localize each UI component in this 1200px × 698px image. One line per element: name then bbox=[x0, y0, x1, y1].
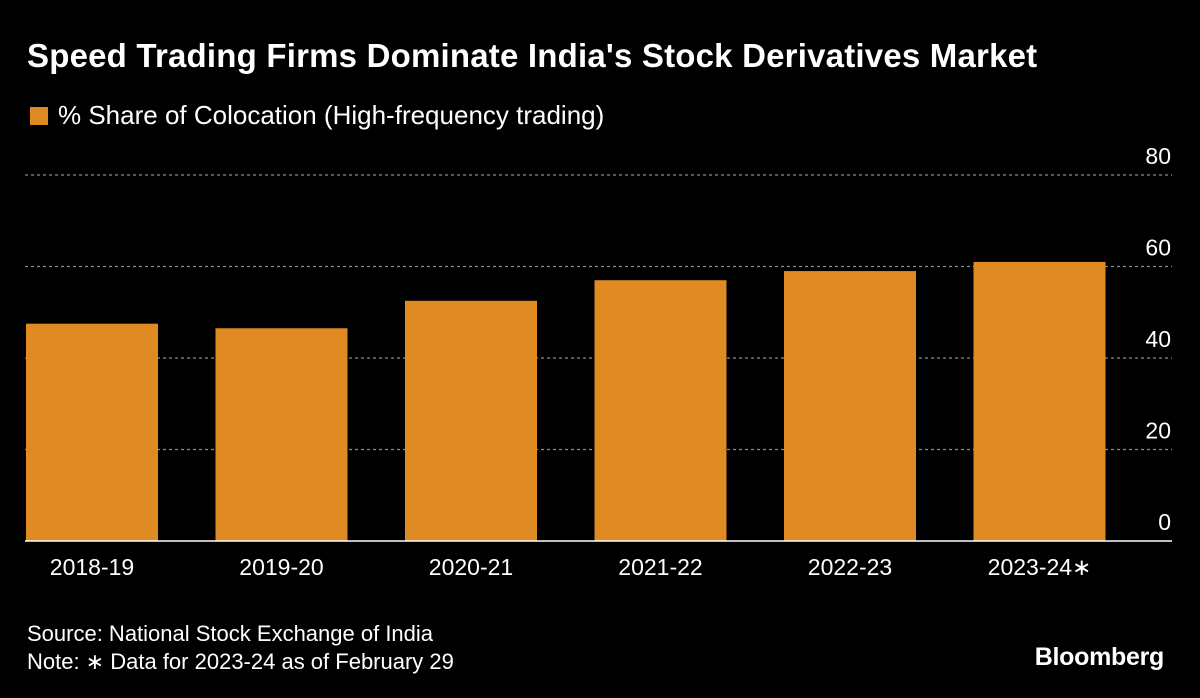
bars bbox=[26, 261, 1106, 541]
y-tick-label: 60 bbox=[1145, 235, 1171, 261]
x-tick-label: 2022-23 bbox=[808, 554, 892, 580]
x-tick-label: 2018-19 bbox=[50, 554, 134, 580]
bar bbox=[784, 271, 916, 541]
x-tick-label: 2020-21 bbox=[429, 554, 513, 580]
chart-title: Speed Trading Firms Dominate India's Sto… bbox=[27, 37, 1038, 74]
y-tick-label: 80 bbox=[1145, 143, 1171, 169]
bar bbox=[405, 300, 537, 541]
footer: Source: National Stock Exchange of India… bbox=[27, 620, 454, 676]
x-tick-label: 2019-20 bbox=[239, 554, 323, 580]
legend-label: % Share of Colocation (High-frequency tr… bbox=[58, 100, 605, 130]
y-tick-label: 20 bbox=[1145, 418, 1171, 444]
axes: 0 20 40 60 80 2018-19 2019-20 2020-21 2021-22 202… bbox=[25, 143, 1172, 580]
legend-swatch bbox=[30, 106, 48, 125]
legend: % Share of Colocation (High-frequency tr… bbox=[30, 100, 604, 131]
x-tick-label: 2023-24∗ bbox=[988, 554, 1092, 580]
y-tick-label: 40 bbox=[1145, 326, 1171, 352]
bar bbox=[973, 261, 1106, 541]
bar bbox=[594, 280, 727, 541]
bar bbox=[26, 323, 158, 541]
source-note: Source: National Stock Exchange of India bbox=[27, 621, 434, 646]
data-note: Note: ∗ Data for 2023-24 as of February … bbox=[27, 649, 454, 674]
bloomberg-logo: Bloomberg bbox=[1034, 643, 1165, 671]
x-tick-label: 2021-22 bbox=[618, 554, 702, 580]
bar bbox=[215, 328, 348, 541]
y-tick-label: 0 bbox=[1158, 509, 1171, 535]
